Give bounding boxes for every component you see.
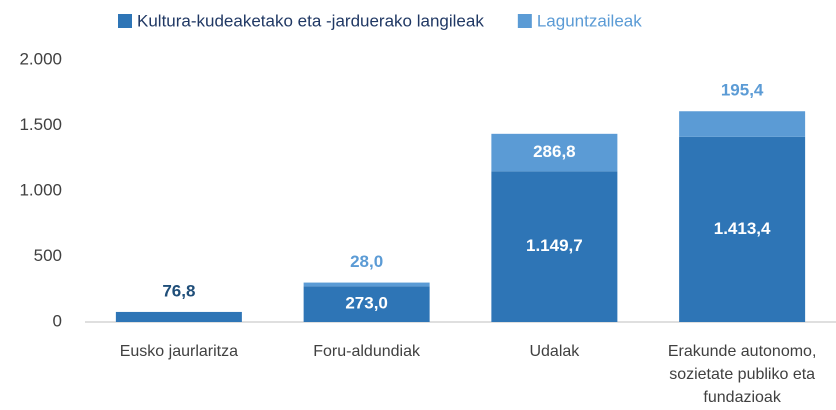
data-label: 28,0 — [350, 252, 383, 271]
x-tick-label: Erakunde autonomo, sozietate publiko eta f… — [668, 343, 817, 406]
bar — [303, 286, 430, 322]
x-tick-label: Foru-aldundiak — [313, 343, 421, 360]
bar — [679, 111, 806, 137]
y-tick-label: 0 — [53, 311, 62, 330]
bar — [491, 171, 618, 322]
data-label: 273,0 — [345, 294, 388, 313]
bar — [303, 282, 430, 287]
legend-swatch — [118, 14, 132, 28]
data-label: 1.149,7 — [526, 236, 583, 255]
data-label: 1.413,4 — [714, 219, 771, 238]
y-tick-label: 1.500 — [19, 115, 62, 134]
y-tick-label: 1.000 — [19, 180, 62, 199]
bar — [115, 311, 242, 322]
x-tick-label: Eusko jaurlaritza — [120, 343, 238, 360]
legend-label: Kultura-kudeaketako eta -jarduerako lang… — [137, 11, 484, 30]
bar — [491, 133, 618, 172]
legend-label: Laguntzaileak — [537, 11, 642, 30]
data-label: 76,8 — [162, 281, 195, 300]
y-tick-label: 500 — [34, 246, 62, 265]
data-label: 286,8 — [533, 142, 576, 161]
x-tick-label: Udalak — [529, 343, 580, 360]
bar — [679, 136, 806, 322]
legend-swatch — [517, 14, 532, 28]
data-label: 195,4 — [721, 81, 764, 100]
y-tick-label: 2.000 — [19, 49, 62, 68]
